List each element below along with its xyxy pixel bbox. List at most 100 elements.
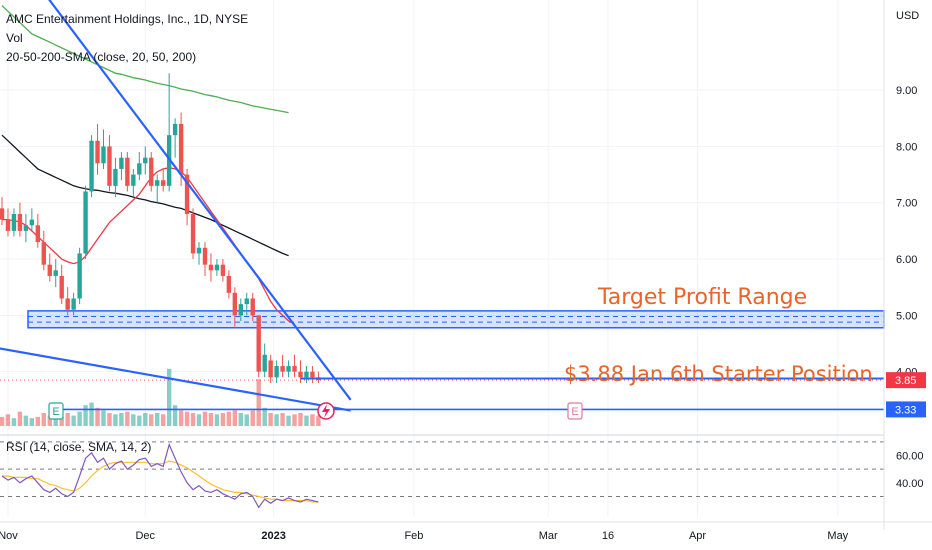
date-tick-label: May	[827, 530, 848, 542]
volume-bar	[83, 405, 88, 426]
volume-bar	[262, 407, 267, 426]
price-tag-text: 3.85	[895, 375, 916, 387]
price-tick-label: 8.00	[896, 141, 917, 153]
candle-body	[5, 219, 11, 231]
volume-bar	[11, 418, 17, 426]
volume-bar	[268, 413, 273, 426]
volume-bar	[280, 413, 285, 426]
candle-body	[71, 298, 76, 310]
earnings-marker-icon: E	[567, 402, 583, 420]
volume-bar	[244, 414, 249, 426]
candle-body	[137, 163, 142, 175]
candle-body	[268, 360, 273, 378]
date-tick-label: Feb	[404, 530, 423, 542]
candle-body	[59, 275, 64, 299]
candle	[292, 354, 297, 378]
volume-bar	[310, 414, 315, 426]
candle	[113, 157, 118, 198]
volume-bar	[143, 413, 148, 426]
volume-bar	[17, 411, 23, 426]
volume-bar	[292, 414, 297, 426]
currency-label: USD	[896, 10, 919, 22]
earnings-marker-icon: E	[48, 402, 64, 420]
volume-bar	[155, 413, 160, 426]
candle-body	[256, 315, 261, 372]
candle	[17, 202, 23, 237]
candle-body	[214, 264, 220, 271]
price-tag-text: 3.33	[895, 404, 916, 416]
volume-bar	[41, 413, 46, 426]
volume-bar	[232, 410, 238, 426]
candle-body	[143, 157, 148, 164]
candle-body	[17, 214, 23, 231]
price-tick-label: 7.00	[896, 198, 917, 210]
volume-legend: Vol	[6, 31, 23, 45]
candle	[0, 197, 5, 226]
lightning-marker-bolt	[322, 404, 330, 418]
candle	[310, 366, 315, 383]
volume-bar	[107, 413, 112, 426]
price-tag: 3.33	[886, 401, 926, 418]
candle	[41, 230, 46, 271]
earnings-marker-box	[567, 402, 583, 420]
volume-bar	[208, 413, 214, 426]
volume-bar	[5, 414, 11, 426]
starter-position-label: $3.88 Jan 6th Starter Position	[564, 362, 873, 386]
price-tag-box	[886, 401, 926, 418]
price-tick-label: 9.00	[896, 85, 917, 97]
candle	[71, 292, 76, 316]
candle-body	[262, 354, 267, 372]
volume-bar	[286, 415, 291, 426]
candle	[47, 253, 52, 282]
candle-body	[292, 366, 297, 372]
volume-bar	[214, 414, 220, 426]
candle	[184, 168, 190, 226]
earnings-marker-text: E	[52, 406, 59, 418]
volume-bar	[131, 414, 136, 426]
candle	[244, 292, 249, 316]
candle	[29, 208, 35, 231]
date-tick-label: 2023	[261, 530, 285, 542]
candle	[250, 292, 255, 321]
volume-bar	[23, 415, 29, 426]
volume-bar	[304, 415, 309, 426]
candle-body	[286, 366, 291, 372]
trendline	[48, 0, 352, 401]
candle-body	[53, 270, 58, 276]
volume-bar	[47, 415, 52, 426]
candle	[83, 185, 88, 260]
candle-body	[250, 298, 255, 316]
volume-bar	[184, 411, 190, 426]
volume-bar	[29, 418, 35, 426]
target-profit-range-label: Target Profit Range	[597, 285, 807, 310]
candle	[232, 287, 238, 327]
candle	[119, 152, 124, 181]
volume-bar	[125, 411, 130, 426]
volume-bar	[65, 413, 70, 426]
candle-body	[208, 264, 214, 271]
candle-body	[274, 366, 279, 378]
earnings-marker-box	[48, 402, 64, 420]
sma-legend: 20-50-200-SMA (close, 20, 50, 200)	[6, 50, 197, 64]
volume-bar	[101, 410, 106, 426]
candle	[107, 135, 112, 192]
candle	[286, 360, 291, 378]
candle-body	[113, 168, 118, 186]
candle	[274, 360, 279, 383]
rsi-tick-label: 40.00	[896, 478, 924, 490]
rsi-ma-line	[2, 460, 319, 503]
candle	[262, 343, 267, 378]
candle-body	[202, 247, 208, 265]
volume-bar	[160, 414, 166, 426]
candle	[143, 146, 148, 175]
candle-body	[155, 180, 160, 186]
sma50-line	[1, 134, 289, 257]
volume-bar	[190, 413, 196, 426]
date-tick-label: Mar	[539, 530, 558, 542]
rsi-legend: RSI (14, close, SMA, 14, 2)	[6, 440, 152, 454]
volume-bar	[53, 414, 58, 426]
candle	[172, 118, 178, 158]
candle-body	[83, 191, 88, 254]
candle-body	[125, 157, 130, 186]
